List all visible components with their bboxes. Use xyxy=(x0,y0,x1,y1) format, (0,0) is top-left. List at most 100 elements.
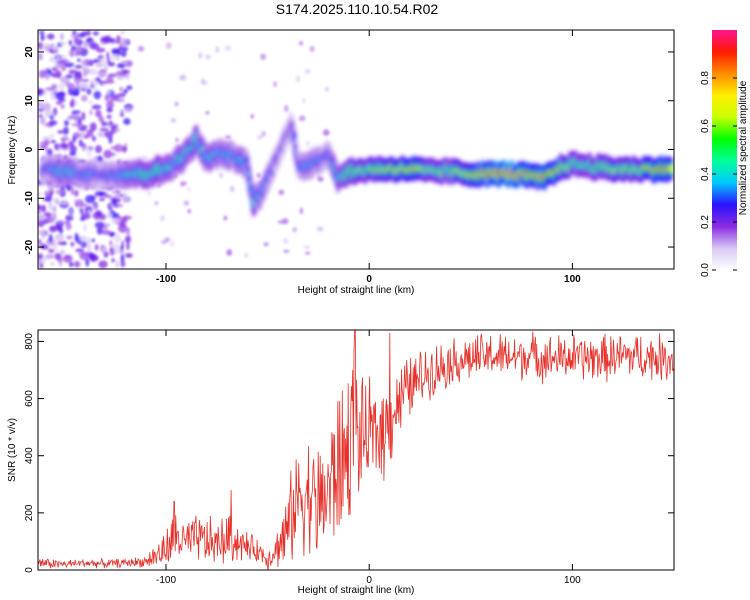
colorbar-tick-label: 0.4 xyxy=(700,167,711,181)
heatmap-noise-cell xyxy=(80,94,88,102)
heatmap-noise-cell xyxy=(38,192,43,197)
snr-panel: -100 0 100 0 200 400 600 800 Height of straigh… xyxy=(7,329,675,596)
heatmap-noise-cell xyxy=(48,234,53,243)
heatmap-noise-cell xyxy=(223,215,228,221)
heatmap-noise-cell xyxy=(104,94,110,102)
heatmap-noise-cell xyxy=(273,81,277,88)
heatmap-noise-cell xyxy=(250,113,254,120)
heatmap-noise-cell xyxy=(46,186,50,196)
heatmap-noise-cell xyxy=(244,252,248,258)
heatmap-noise-cell xyxy=(103,194,112,198)
heatmap-noise-cell xyxy=(283,249,290,253)
heatmap-noise-cell xyxy=(60,137,70,141)
heatmap-noise-cell xyxy=(218,172,223,178)
heatmap-noise-cell xyxy=(73,77,82,84)
heatmap-noise-cell xyxy=(103,191,107,196)
heatmap-noise-cell xyxy=(85,257,90,267)
heatmap-noise-cell xyxy=(55,92,65,100)
heatmap-noise-cell xyxy=(72,30,77,36)
heatmap-noise-cell xyxy=(110,190,117,195)
heatmap-noise-cell xyxy=(124,107,133,113)
heatmap-noise-cell xyxy=(67,87,74,96)
heatmap-noise-cell xyxy=(159,215,165,222)
heatmap-noise-cell xyxy=(205,111,210,115)
heatmap-noise-cell xyxy=(170,240,174,248)
heatmap-noise-cell xyxy=(42,136,51,141)
spectrogram-frame xyxy=(37,29,675,270)
heatmap-noise-cell xyxy=(49,115,54,120)
heatmap-noise-cell xyxy=(123,118,131,125)
heatmap-noise-cell xyxy=(94,190,105,197)
heatmap-noise-cell xyxy=(82,40,89,46)
heatmap-noise-cell xyxy=(115,260,119,269)
heatmap-noise-cell xyxy=(50,262,55,266)
heatmap-noise-cell xyxy=(52,212,57,222)
heatmap-noise-cell xyxy=(120,253,125,263)
spectrogram-noise-layer xyxy=(38,30,330,269)
colorbar-tick-label: 0.0 xyxy=(700,263,711,277)
heatmap-noise-cell xyxy=(124,235,132,244)
heatmap-noise-cell xyxy=(282,237,289,245)
heatmap-noise-cell xyxy=(170,118,176,123)
heatmap-noise-cell xyxy=(114,127,120,133)
heatmap-noise-cell xyxy=(66,235,73,240)
heatmap-noise-cell xyxy=(38,214,46,222)
heatmap-noise-cell xyxy=(81,78,90,83)
heatmap-noise-cell xyxy=(120,30,125,35)
heatmap-noise-cell xyxy=(110,218,121,224)
heatmap-noise-cell xyxy=(48,254,57,259)
x-tick-label: 100 xyxy=(564,274,581,285)
heatmap-noise-cell xyxy=(256,172,261,178)
heatmap-noise-cell xyxy=(75,64,83,69)
heatmap-noise-cell xyxy=(198,52,203,59)
heatmap-noise-cell xyxy=(89,109,93,116)
colorbar: 0.0 0.2 0.4 0.6 0.8 Normalized spectral ampl… xyxy=(700,30,749,277)
heatmap-ridge-cell xyxy=(668,165,674,172)
heatmap-noise-cell xyxy=(93,59,101,63)
heatmap-noise-cell xyxy=(164,237,171,243)
heatmap-noise-cell xyxy=(43,212,53,217)
heatmap-noise-cell xyxy=(62,254,73,263)
heatmap-noise-cell xyxy=(174,101,179,107)
heatmap-noise-cell xyxy=(180,180,185,188)
heatmap-noise-cell xyxy=(201,78,205,85)
heatmap-noise-cell xyxy=(98,80,103,84)
heatmap-noise-cell xyxy=(59,201,69,205)
heatmap-noise-cell xyxy=(59,41,67,46)
heatmap-noise-cell xyxy=(175,137,179,142)
heatmap-noise-cell xyxy=(292,226,298,233)
heatmap-noise-cell xyxy=(40,102,50,111)
heatmap-noise-cell xyxy=(57,241,64,246)
heatmap-noise-cell xyxy=(120,109,124,114)
heatmap-noise-cell xyxy=(103,223,111,227)
heatmap-noise-cell xyxy=(137,46,145,52)
heatmap-noise-cell xyxy=(165,42,172,49)
heatmap-noise-cell xyxy=(69,152,77,156)
heatmap-noise-cell xyxy=(55,199,59,206)
heatmap-noise-cell xyxy=(44,71,50,81)
heatmap-noise-cell xyxy=(103,149,113,159)
heatmap-noise-cell xyxy=(95,109,102,118)
y-tick-label: 400 xyxy=(24,447,35,464)
heatmap-noise-cell xyxy=(304,251,311,255)
heatmap-noise-cell xyxy=(309,45,315,52)
x-tick-label: 100 xyxy=(564,575,581,586)
heatmap-noise-cell xyxy=(115,98,125,103)
y-tick-label: 20 xyxy=(24,46,35,58)
heatmap-noise-cell xyxy=(79,84,90,88)
heatmap-noise-cell xyxy=(103,64,109,72)
heatmap-noise-cell xyxy=(38,238,42,245)
heatmap-noise-cell xyxy=(205,54,211,60)
heatmap-noise-cell xyxy=(117,223,128,233)
x-tick-label: -100 xyxy=(156,575,176,586)
heatmap-noise-cell xyxy=(56,220,65,224)
heatmap-noise-cell xyxy=(215,46,220,53)
heatmap-noise-cell xyxy=(45,87,55,91)
heatmap-noise-cell xyxy=(58,257,63,267)
heatmap-noise-cell xyxy=(52,107,58,116)
heatmap-noise-cell xyxy=(106,75,114,84)
heatmap-noise-cell xyxy=(110,146,119,150)
heatmap-noise-cell xyxy=(299,207,304,215)
heatmap-noise-cell xyxy=(71,97,75,107)
heatmap-noise-cell xyxy=(112,249,121,254)
